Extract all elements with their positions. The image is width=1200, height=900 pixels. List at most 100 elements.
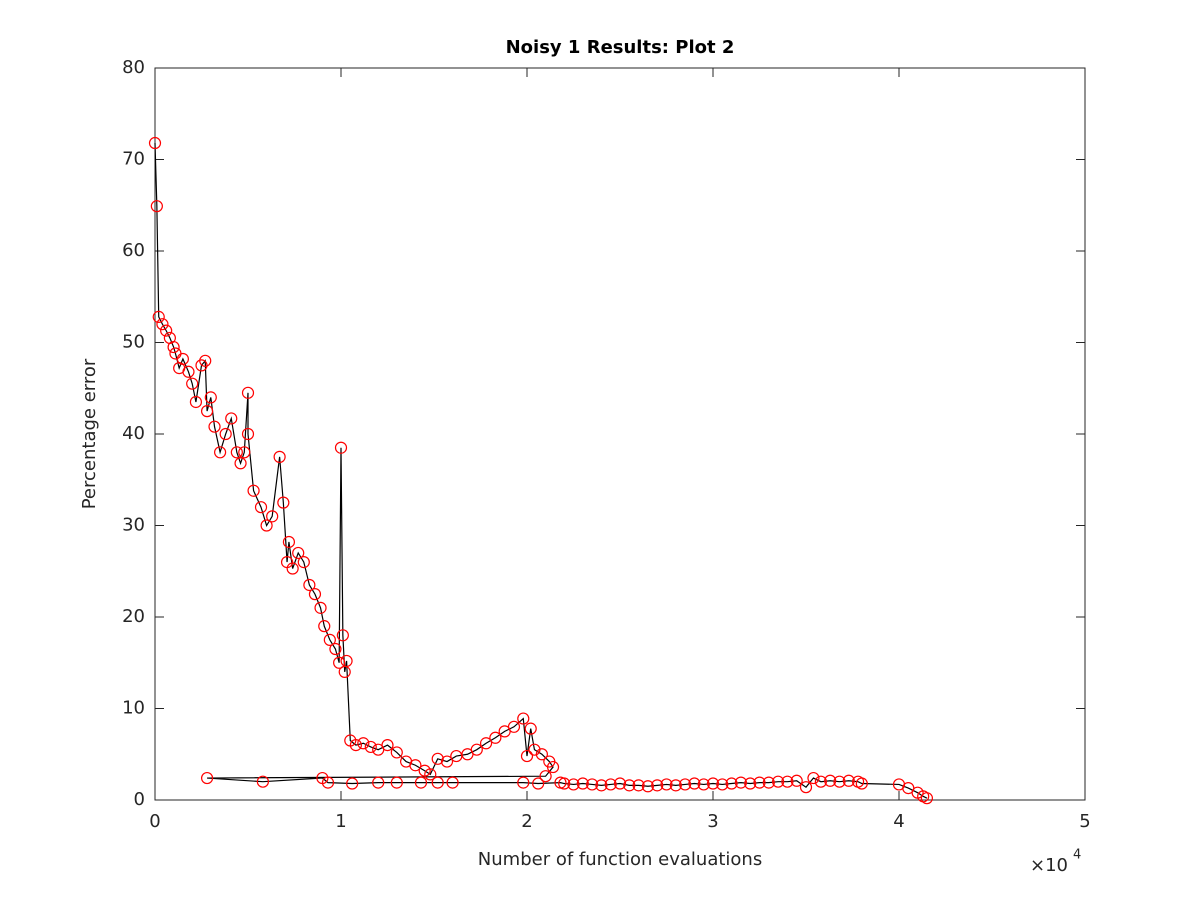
- x-tick-label: 1: [335, 811, 346, 832]
- data-marker: [771, 775, 785, 788]
- data-marker: [241, 386, 255, 399]
- data-marker: [200, 405, 214, 418]
- data-marker: [414, 776, 428, 789]
- data-marker: [623, 779, 636, 792]
- data-marker: [716, 778, 729, 791]
- data-marker: [234, 457, 247, 470]
- data-marker: [604, 778, 617, 791]
- data-marker: [824, 774, 837, 787]
- data-marker: [256, 775, 269, 788]
- data-marker: [254, 501, 268, 514]
- y-tick-label: 20: [122, 606, 145, 627]
- data-marker: [595, 779, 608, 792]
- plot-box: [154, 67, 1086, 801]
- data-marker: [286, 562, 299, 575]
- data-marker: [349, 738, 362, 752]
- data-marker: [479, 737, 493, 750]
- data-marker: [706, 777, 720, 790]
- data-marker: [688, 777, 701, 790]
- data-marker: [489, 731, 502, 744]
- data-marker: [446, 776, 459, 789]
- x-tick-label: 5: [1079, 811, 1090, 832]
- data-marker: [372, 776, 385, 789]
- data-marker: [567, 778, 580, 791]
- x-axis-label: Number of function evaluations: [478, 849, 762, 870]
- data-marker: [150, 200, 163, 213]
- chart-title: Noisy 1 Results: Plot 2: [506, 37, 735, 58]
- data-marker: [167, 340, 180, 354]
- x-tick-label: 3: [707, 811, 718, 832]
- data-marker: [524, 722, 537, 735]
- data-marker: [799, 781, 813, 794]
- data-marker: [725, 777, 738, 790]
- data-marker: [225, 412, 238, 425]
- x-tick-label: 2: [521, 811, 532, 832]
- data-marker: [697, 778, 710, 791]
- data-marker: [669, 779, 682, 792]
- data-marker: [334, 441, 348, 454]
- y-tick-label: 10: [122, 698, 145, 719]
- data-marker: [833, 775, 846, 788]
- data-marker: [678, 778, 692, 791]
- data-marker: [424, 768, 437, 781]
- data-marker: [546, 760, 560, 774]
- data-marker: [160, 324, 173, 337]
- data-marker: [576, 777, 589, 790]
- y-axis-label: Percentage error: [79, 358, 100, 509]
- data-marker: [329, 642, 342, 656]
- data-marker: [431, 776, 444, 789]
- data-marker: [790, 774, 803, 787]
- data-marker: [539, 770, 552, 783]
- data-marker: [744, 777, 757, 790]
- data-marker: [470, 743, 483, 756]
- data-marker: [195, 359, 208, 372]
- data-marker: [855, 777, 868, 790]
- y-tick-label: 60: [122, 240, 145, 261]
- data-marker: [520, 749, 534, 763]
- data-marker: [297, 555, 310, 569]
- data-marker: [807, 771, 820, 785]
- data-marker: [641, 780, 655, 793]
- data-marker: [440, 755, 454, 768]
- data-marker: [266, 510, 279, 523]
- data-marker: [303, 578, 316, 592]
- data-marker: [613, 777, 627, 790]
- x-multiplier: ×10: [1030, 855, 1068, 876]
- data-marker: [189, 395, 203, 409]
- x-tick-label: 0: [149, 811, 160, 832]
- data-marker: [532, 777, 545, 790]
- data-marker: [390, 746, 403, 759]
- y-tick-label: 0: [134, 789, 145, 810]
- data-marker: [230, 446, 243, 459]
- x-multiplier-exponent: 4: [1073, 848, 1081, 863]
- data-marker: [323, 633, 336, 646]
- data-marker: [340, 654, 353, 668]
- data-marker: [176, 352, 189, 366]
- data-marker: [357, 737, 370, 750]
- x-tick-label: 4: [893, 811, 904, 832]
- data-marker: [364, 740, 377, 754]
- data-marker: [321, 776, 335, 789]
- data-marker: [535, 748, 548, 761]
- data-marker: [381, 738, 394, 752]
- data-marker: [152, 310, 165, 323]
- data-marker: [781, 775, 794, 788]
- data-marker: [273, 450, 286, 463]
- data-marker: [333, 656, 346, 669]
- data-marker: [346, 777, 359, 790]
- data-marker: [660, 778, 673, 791]
- data-marker: [431, 752, 444, 765]
- data-marker: [507, 720, 521, 733]
- y-tick-label: 30: [122, 515, 145, 536]
- data-marker: [517, 776, 530, 789]
- data-marker: [219, 427, 232, 441]
- data-marker: [247, 484, 260, 497]
- data-marker: [314, 601, 327, 614]
- data-marker: [308, 588, 322, 601]
- data-marker: [734, 776, 748, 789]
- data-marker: [842, 774, 855, 787]
- data-marker: [585, 778, 599, 791]
- data-marker: [292, 546, 305, 560]
- data-marker: [814, 775, 827, 788]
